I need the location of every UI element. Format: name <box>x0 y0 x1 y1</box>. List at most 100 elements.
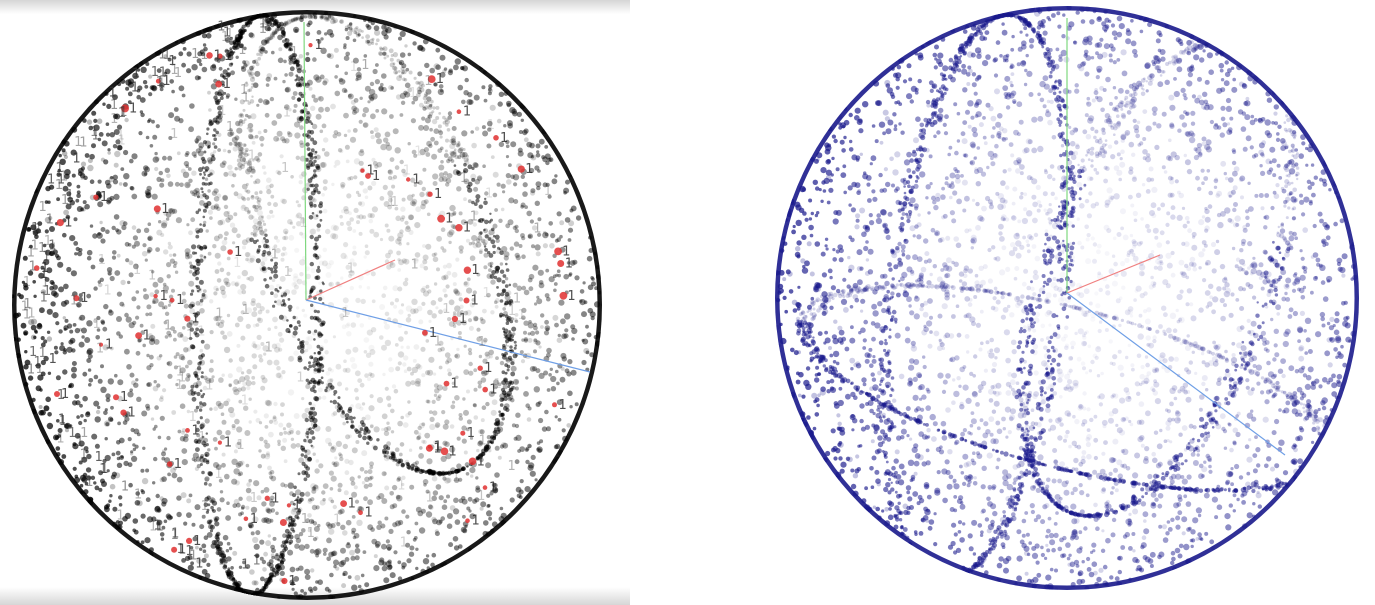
data-point <box>92 233 98 239</box>
band-point <box>355 429 360 435</box>
data-point <box>315 548 322 555</box>
data-point <box>146 353 150 358</box>
point-label: 1 <box>333 513 341 528</box>
point-cloud <box>12 10 602 600</box>
point-label: 1 <box>79 168 87 183</box>
band-point <box>382 46 388 52</box>
band-point <box>234 38 239 43</box>
data-point <box>295 155 300 160</box>
data-point <box>252 82 259 88</box>
data-point <box>299 259 306 266</box>
data-point <box>306 22 311 28</box>
data-point <box>538 282 545 289</box>
data-point <box>546 426 551 432</box>
highlight-point <box>425 444 433 452</box>
data-point <box>357 506 363 511</box>
band-point <box>504 291 510 297</box>
data-point <box>472 222 477 227</box>
data-point <box>136 305 141 310</box>
data-point <box>238 471 243 476</box>
data-point <box>535 368 541 374</box>
data-point <box>173 365 178 370</box>
data-point <box>484 351 490 357</box>
data-point <box>299 140 304 145</box>
data-point <box>47 200 51 204</box>
data-point <box>142 80 148 85</box>
data-point <box>317 579 324 585</box>
data-point <box>595 265 600 270</box>
data-point <box>570 369 577 376</box>
data-point <box>231 136 238 143</box>
point-label: 1 <box>502 335 510 350</box>
data-point <box>434 388 440 394</box>
data-point <box>520 233 525 238</box>
data-point <box>596 331 602 338</box>
data-point <box>550 386 557 392</box>
data-point <box>343 133 348 138</box>
data-point <box>244 430 251 436</box>
data-point <box>330 446 336 453</box>
data-point <box>148 547 154 553</box>
data-point <box>486 510 493 517</box>
data-point <box>548 221 553 226</box>
data-point <box>1082 129 1088 135</box>
band-point <box>311 356 314 359</box>
right-scatter-plot[interactable] <box>760 0 1375 605</box>
data-point <box>81 335 85 339</box>
data-point <box>288 267 293 273</box>
band-point <box>209 172 213 176</box>
data-point <box>71 348 76 353</box>
data-point <box>343 43 347 47</box>
data-point <box>211 375 215 379</box>
data-point <box>345 323 350 329</box>
band-point <box>312 253 318 258</box>
data-point <box>370 527 375 532</box>
data-point <box>451 271 458 278</box>
data-point <box>292 225 296 229</box>
data-point <box>266 189 272 195</box>
data-point <box>153 456 158 462</box>
data-point <box>130 450 134 454</box>
data-point <box>328 497 333 502</box>
data-point <box>211 190 218 196</box>
band-point <box>316 368 322 374</box>
data-point <box>457 148 463 154</box>
data-point <box>299 142 305 148</box>
data-point <box>248 166 253 170</box>
data-point <box>325 228 331 235</box>
band-point <box>477 219 482 223</box>
point-label: 1 <box>149 520 157 535</box>
data-point <box>284 87 290 93</box>
data-point <box>979 418 984 423</box>
band-point <box>280 560 285 565</box>
data-point <box>100 320 106 325</box>
data-point <box>194 75 200 81</box>
band-point <box>352 416 356 420</box>
data-point <box>113 162 119 168</box>
data-point <box>93 481 97 485</box>
data-point <box>587 307 594 314</box>
data-point <box>444 419 450 425</box>
data-point <box>104 179 111 186</box>
data-point <box>368 88 376 96</box>
data-point <box>455 375 459 379</box>
data-point <box>186 512 192 518</box>
point-label: 1 <box>100 190 108 205</box>
data-point <box>355 543 360 548</box>
data-point <box>446 477 452 483</box>
data-point <box>116 124 123 130</box>
data-point <box>235 55 239 59</box>
data-point <box>43 339 48 344</box>
data-point <box>564 368 570 374</box>
data-point <box>55 446 61 451</box>
data-point <box>272 415 277 420</box>
data-point <box>233 212 238 217</box>
data-point <box>405 67 410 72</box>
data-point <box>82 395 88 402</box>
data-point <box>413 429 419 435</box>
data-point <box>146 185 152 192</box>
data-point <box>345 264 351 270</box>
data-point <box>356 313 361 318</box>
data-point <box>524 205 528 210</box>
